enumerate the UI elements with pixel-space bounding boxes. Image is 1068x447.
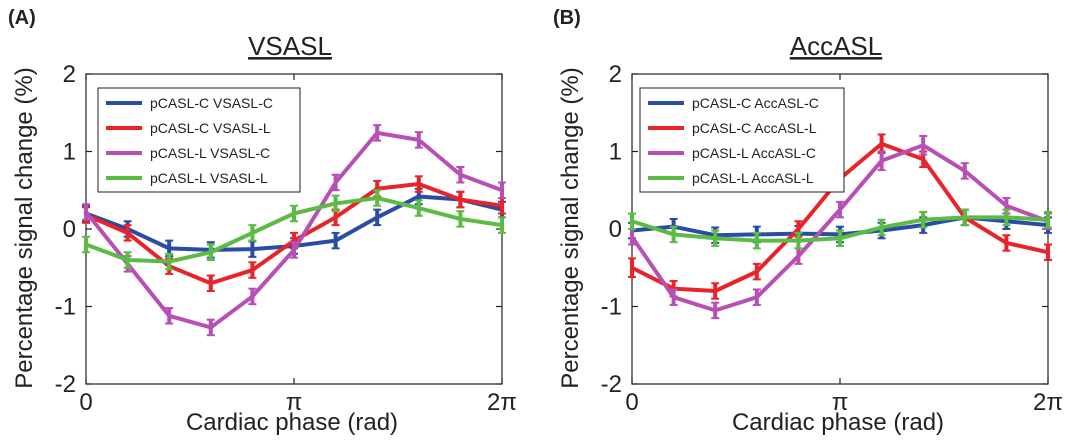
- legend-entry: pCASL-L VSASL-L: [150, 170, 268, 186]
- x-tick-label: 2π: [1033, 389, 1063, 416]
- y-tick-label: -2: [55, 371, 76, 398]
- legend-entry: pCASL-C VSASL-L: [150, 120, 271, 136]
- y-tick-label: 1: [63, 139, 76, 166]
- y-tick-label: 2: [63, 61, 76, 88]
- legend-entry: pCASL-C VSASL-C: [150, 95, 273, 111]
- y-tick-label: -2: [601, 371, 622, 398]
- x-tick-label: 2π: [487, 389, 517, 416]
- panel-a-ylabel: Percentage signal change (%): [11, 67, 38, 389]
- panel-a-label: (A): [8, 7, 36, 29]
- x-tick-label: 0: [79, 389, 92, 416]
- y-tick-label: -1: [601, 294, 622, 321]
- y-tick-label: 2: [609, 61, 622, 88]
- y-tick-label: 1: [609, 139, 622, 166]
- legend-box: [97, 87, 301, 193]
- panel-a-title: VSASL: [248, 31, 332, 61]
- legend-box: [639, 87, 845, 193]
- legend-entry: pCASL-C AccASL-C: [692, 95, 819, 111]
- y-tick-label: -1: [55, 294, 76, 321]
- x-tick-label: 0: [625, 389, 638, 416]
- x-tick-label: π: [286, 389, 303, 416]
- y-tick-label: 0: [63, 216, 76, 243]
- y-tick-label: 0: [609, 216, 622, 243]
- legend-entry: pCASL-L AccASL-L: [692, 170, 814, 186]
- panel-b: (B) AccASL Percentage signal change (%) …: [553, 7, 1063, 436]
- panel-a: (A) VSASL Percentage signal change (%) C…: [8, 7, 517, 436]
- legend-entry: pCASL-C AccASL-L: [692, 120, 817, 136]
- x-tick-label: π: [832, 389, 849, 416]
- panel-b-label: (B): [553, 7, 581, 29]
- panel-b-title: AccASL: [790, 31, 883, 61]
- panel-b-xlabel: Cardiac phase (rad): [732, 409, 944, 436]
- legend-entry: pCASL-L AccASL-C: [692, 145, 816, 161]
- panel-b-ylabel: Percentage signal change (%): [557, 67, 584, 389]
- legend-entry: pCASL-L VSASL-C: [150, 145, 270, 161]
- panel-a-xlabel: Cardiac phase (rad): [186, 409, 398, 436]
